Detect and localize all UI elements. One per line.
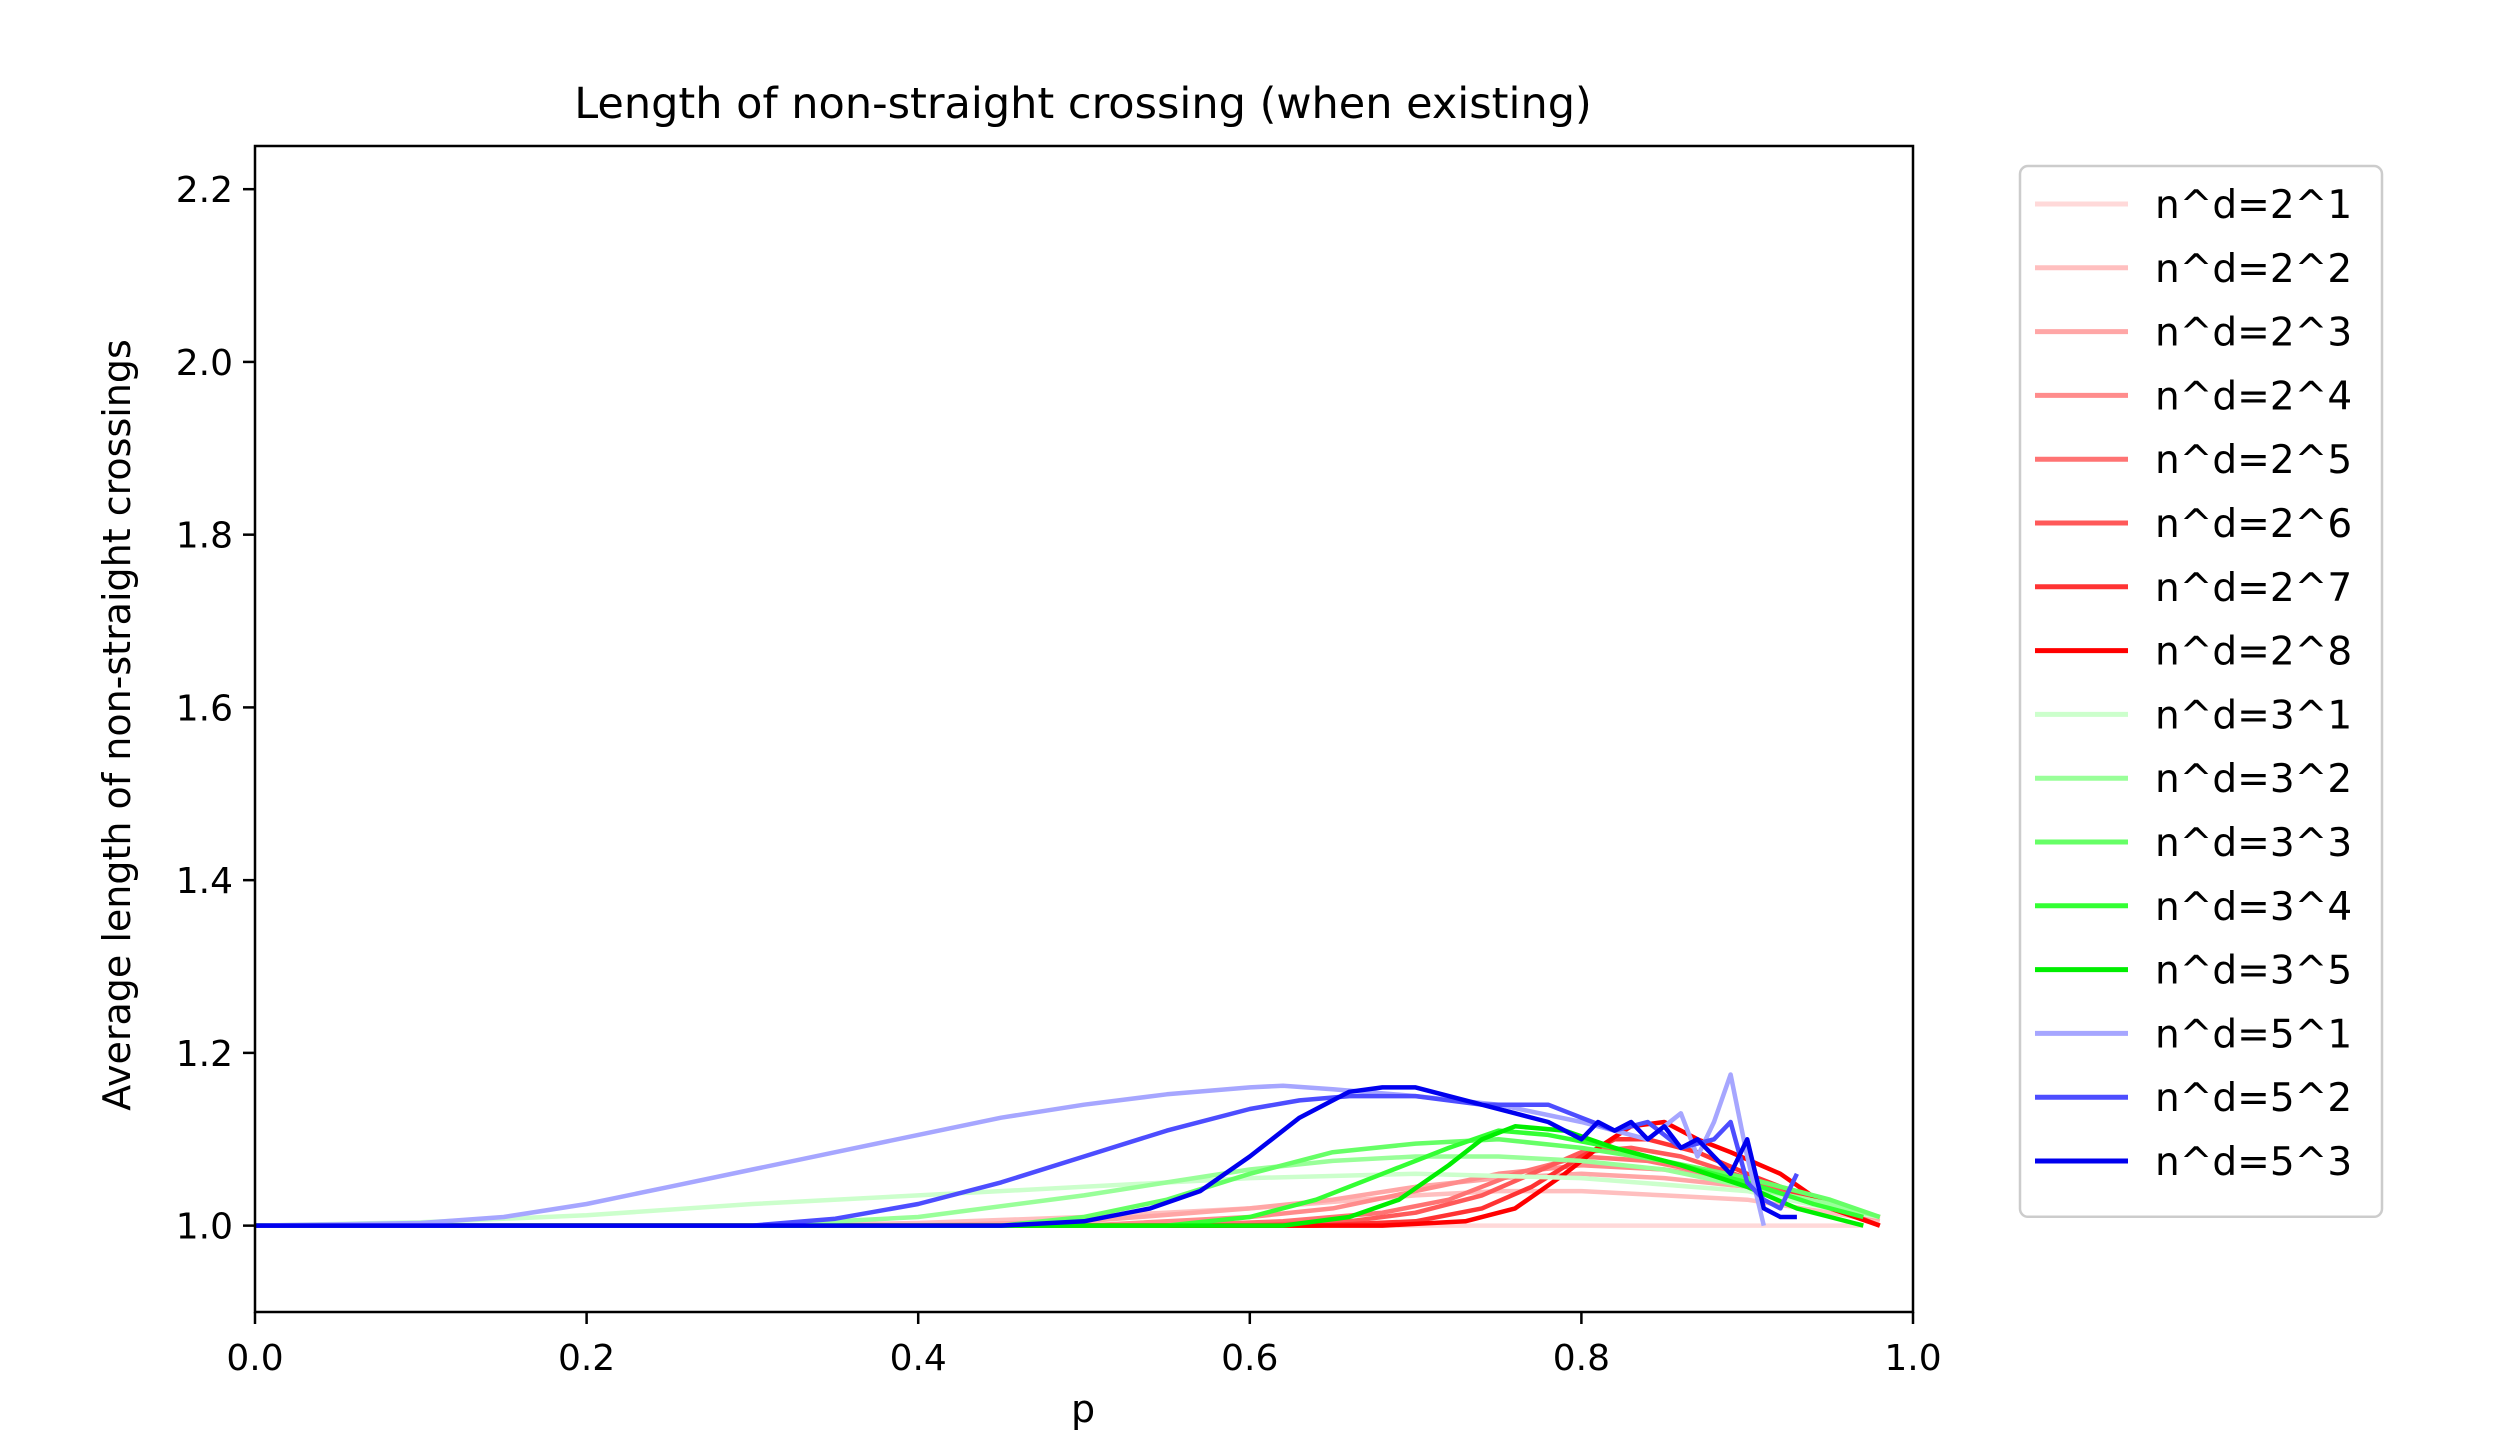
x-tick-label: 1.0 — [1884, 1338, 1941, 1379]
x-tick-label: 0.0 — [226, 1338, 283, 1379]
legend: n^d=2^1 n^d=2^2 n^d=2^3 n^d=2^4 n^d=2^5 n^d=2… — [2018, 164, 2384, 1219]
legend-label-7: n^d=2^8 — [2155, 630, 2352, 675]
plot-frame — [253, 144, 1915, 1314]
legend-label-14: n^d=5^2 — [2155, 1076, 2352, 1121]
legend-label-3: n^d=2^4 — [2155, 374, 2352, 419]
x-tick-label: 0.2 — [558, 1338, 615, 1379]
series-line-12 — [255, 1124, 1864, 1228]
y-tick-label: 2.2 — [176, 170, 233, 211]
legend-label-11: n^d=3^4 — [2155, 885, 2352, 930]
x-tick-label: 0.6 — [1221, 1338, 1278, 1379]
legend-label-0: n^d=2^1 — [2155, 183, 2352, 228]
legend-label-9: n^d=3^2 — [2155, 757, 2352, 802]
legend-label-4: n^d=2^5 — [2155, 438, 2352, 483]
legend-label-8: n^d=3^1 — [2155, 693, 2352, 738]
legend-label-12: n^d=3^5 — [2155, 949, 2352, 994]
legend-label-1: n^d=2^2 — [2155, 247, 2352, 292]
x-axis-label: p — [1071, 1387, 1095, 1431]
series-line-15 — [255, 1085, 1797, 1228]
chart-title: Length of non-straight crossing (when ex… — [574, 79, 1592, 129]
y-tick-label: 1.4 — [176, 861, 233, 902]
legend-label-5: n^d=2^6 — [2155, 502, 2352, 547]
plot-area — [253, 144, 1915, 1314]
y-tick-label: 1.0 — [176, 1207, 233, 1248]
y-axis: 1.0 1.2 1.4 1.6 1.8 2.0 2.2 — [176, 170, 255, 1248]
legend-label-2: n^d=2^3 — [2155, 311, 2352, 356]
legend-label-15: n^d=5^3 — [2155, 1140, 2352, 1185]
legend-box — [2018, 164, 2384, 1219]
legend-label-13: n^d=5^1 — [2155, 1012, 2352, 1057]
legend-label-6: n^d=2^7 — [2155, 566, 2352, 611]
series-line-13 — [254, 1072, 1766, 1228]
y-axis-label: Average length of non-straight crossings — [95, 339, 139, 1111]
y-tick-label: 1.8 — [176, 516, 233, 557]
y-tick-label: 1.2 — [176, 1034, 233, 1075]
y-tick-label: 2.0 — [176, 343, 233, 384]
x-axis: 0.0 0.2 0.4 0.6 0.8 1.0 — [226, 1312, 1942, 1379]
legend-label-10: n^d=3^3 — [2155, 821, 2352, 866]
x-tick-label: 0.8 — [1553, 1338, 1610, 1379]
x-tick-label: 0.4 — [890, 1338, 947, 1379]
y-tick-label: 1.6 — [176, 688, 233, 729]
